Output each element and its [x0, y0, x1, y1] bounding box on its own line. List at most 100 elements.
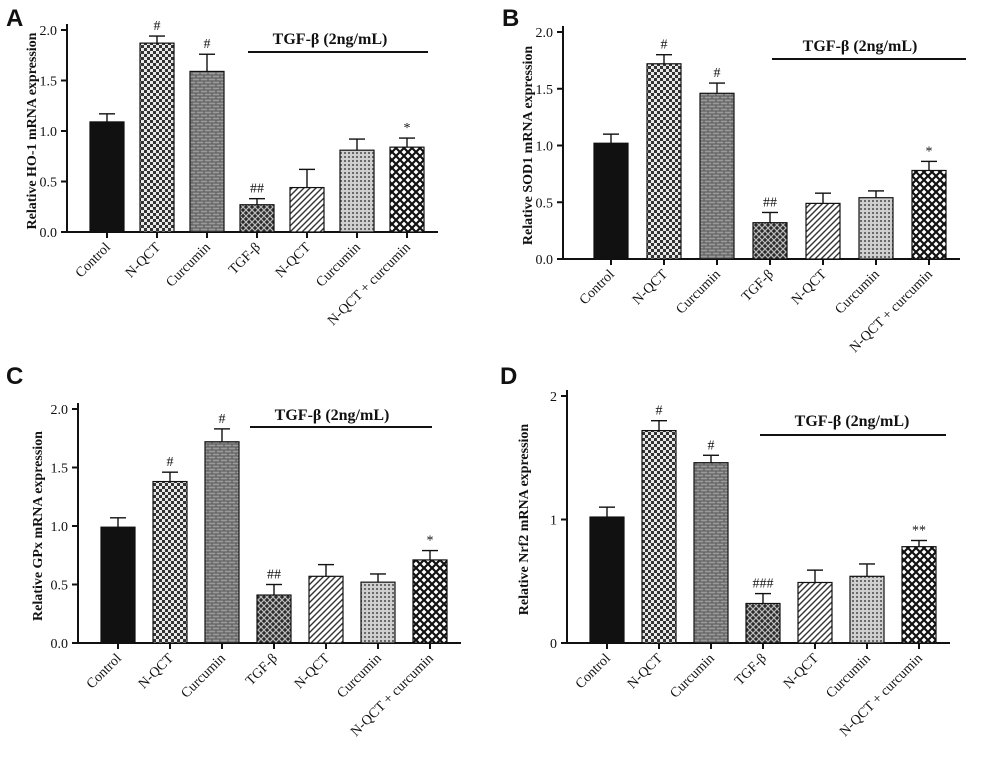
bar [204, 441, 240, 644]
significance-label: # [154, 19, 161, 34]
bar [89, 121, 125, 233]
y-tick-label: 0.5 [51, 579, 69, 594]
x-tick-label: Curcumin [824, 651, 874, 701]
panel-label: A [6, 5, 23, 32]
panel-label: B [502, 5, 519, 32]
significance-label: * [404, 121, 411, 136]
bar [745, 602, 781, 644]
y-tick-label: 0.0 [40, 226, 58, 241]
significance-label: ## [267, 568, 281, 583]
significance-label: # [167, 455, 174, 470]
x-tick-label: Control [577, 267, 618, 308]
treatment-label: TGF-β (2ng/mL) [273, 31, 388, 48]
significance-label: * [427, 534, 434, 549]
bar [256, 594, 292, 644]
x-tick-label: Curcumin [674, 267, 724, 317]
significance-label: * [926, 144, 933, 159]
x-tick-label: N-QCT [781, 651, 822, 692]
significance-label: # [656, 404, 663, 419]
x-tick-label: Curcumin [668, 651, 718, 701]
y-tick-label: 2.0 [51, 403, 69, 418]
x-tick-label: N-QCT [789, 267, 830, 308]
bar [593, 142, 629, 260]
x-tick-label: Control [73, 240, 114, 281]
bar [139, 42, 175, 233]
x-tick-label: TGF-β [226, 240, 264, 278]
bar [646, 63, 682, 260]
bar [189, 70, 225, 233]
chart-panel-c: C Relative GPx mRNA expression 0.0 0.5 1.0 1.… [6, 363, 461, 740]
bar [752, 222, 788, 260]
chart-panel-d: D Relative Nrf2 mRNA expression 0 1 2 Control… [500, 363, 950, 740]
significance-label: # [708, 438, 715, 453]
bar [239, 204, 275, 233]
y-tick-label: 1.0 [536, 140, 554, 155]
bar [693, 462, 729, 644]
x-tick-label: TGF-β [732, 651, 770, 689]
bar [805, 202, 841, 260]
x-tick-label: Curcumin [314, 240, 364, 290]
x-tick-label: Control [84, 651, 125, 692]
bar [152, 480, 188, 644]
y-axis-label: Relative SOD1 mRNA expression [521, 46, 536, 245]
y-tick-label: 1.5 [51, 462, 69, 477]
treatment-label: TGF-β (2ng/mL) [275, 407, 390, 424]
bar [360, 581, 396, 644]
x-tick-label: N-QCT [625, 651, 666, 692]
significance-label: # [714, 66, 721, 81]
x-tick-label: TGF-β [243, 651, 281, 689]
bar [289, 186, 325, 233]
bar [699, 92, 735, 260]
bar [100, 526, 136, 644]
y-tick-label: 2 [550, 390, 557, 405]
y-tick-label: 0 [550, 637, 557, 652]
x-tick-label: Curcumin [179, 651, 229, 701]
significance-label: ## [250, 182, 264, 197]
x-tick-label: N-QCT [136, 651, 177, 692]
treatment-label: TGF-β (2ng/mL) [803, 38, 918, 55]
bar [389, 146, 425, 233]
x-tick-label: Control [573, 651, 614, 692]
y-tick-label: 0.5 [536, 196, 554, 211]
bar [412, 559, 448, 644]
y-tick-label: 0.0 [51, 637, 69, 652]
significance-label: ## [763, 195, 777, 210]
treatment-label: TGF-β (2ng/mL) [795, 413, 910, 430]
y-tick-label: 1.5 [536, 83, 554, 98]
significance-label: ** [912, 523, 926, 538]
x-tick-label: N-QCT [630, 267, 671, 308]
bar [901, 546, 937, 644]
x-tick-label: Curcumin [833, 267, 883, 317]
significance-label: # [661, 38, 668, 53]
y-tick-label: 2.0 [40, 24, 58, 39]
y-tick-label: 1.5 [40, 75, 58, 90]
y-tick-label: 1.0 [40, 125, 58, 140]
bar [797, 581, 833, 644]
x-tick-label: TGF-β [739, 267, 777, 305]
x-tick-label: N-QCT + curcumin [325, 240, 414, 329]
bar [858, 197, 894, 260]
bar [339, 149, 375, 233]
x-tick-label: N-QCT [273, 240, 314, 281]
x-tick-label: Curcumin [335, 651, 385, 701]
y-axis-label: Relative HO-1 mRNA expression [25, 32, 40, 229]
significance-label: ### [753, 577, 774, 592]
bar [911, 169, 947, 260]
significance-label: # [219, 412, 226, 427]
y-tick-label: 0.0 [536, 253, 554, 268]
y-axis-label: Relative GPx mRNA expression [31, 431, 46, 621]
x-tick-label: N-QCT [123, 240, 164, 281]
significance-label: # [204, 37, 211, 52]
bar [589, 516, 625, 644]
bar [308, 575, 344, 644]
panel-label: C [6, 363, 23, 390]
y-tick-label: 1 [550, 514, 557, 529]
bar [641, 429, 677, 644]
x-tick-label: N-QCT [292, 651, 333, 692]
y-axis-label: Relative Nrf2 mRNA expression [517, 424, 532, 616]
bar [849, 575, 885, 644]
y-tick-label: 0.5 [40, 176, 58, 191]
